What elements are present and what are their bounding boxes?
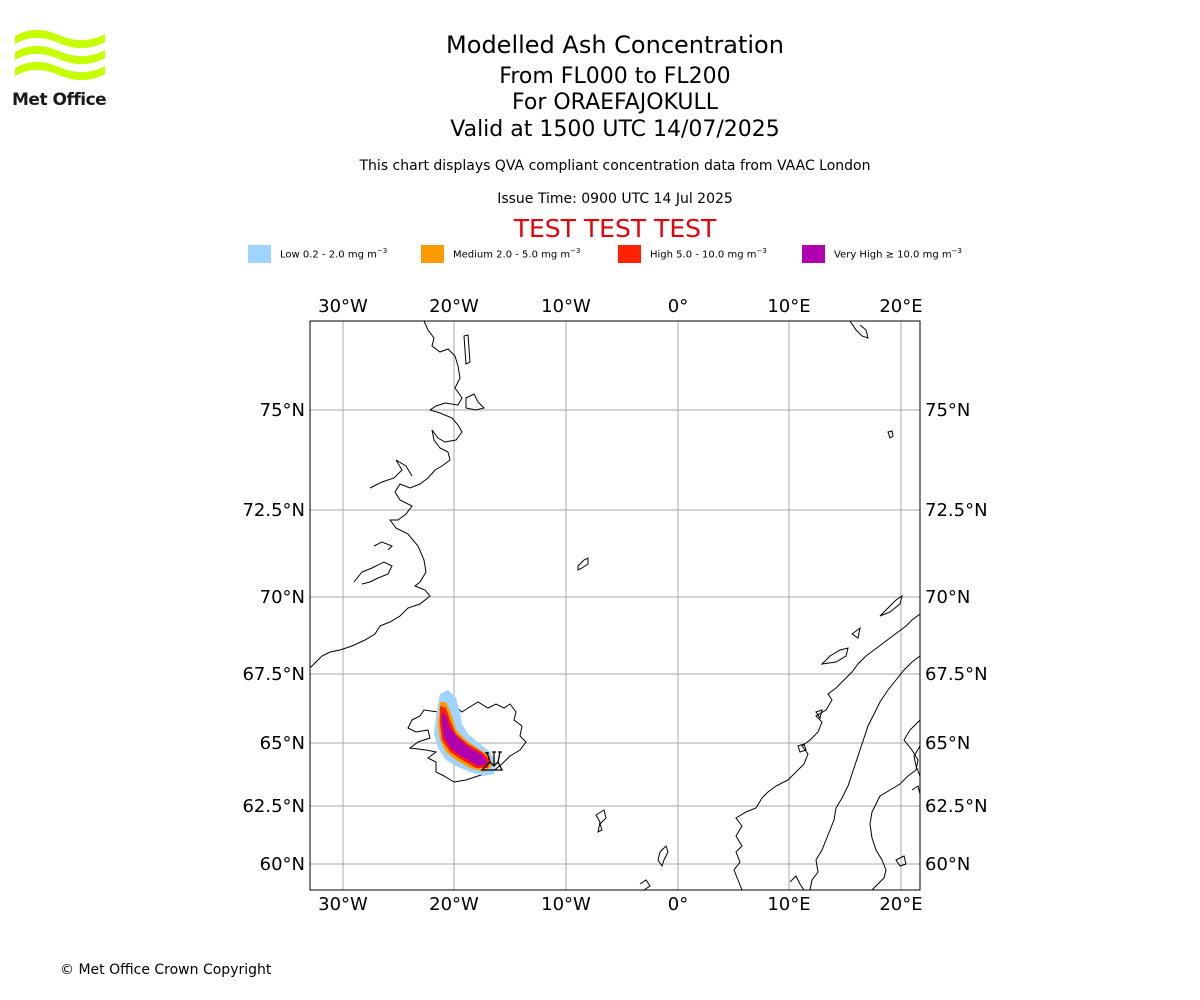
lat-label: 72.5°N <box>925 500 988 521</box>
volcano-icon <box>480 751 504 771</box>
lat-label: 60°N <box>260 854 305 875</box>
logo-text: Met Office <box>12 90 107 110</box>
lon-label: 10°E <box>767 894 810 915</box>
issue-time: Issue Time: 0900 UTC 14 Jul 2025 <box>497 191 733 207</box>
lat-label: 67.5°N <box>925 664 988 685</box>
concentration-legend: Low 0.2 - 2.0 mg m−3 Medium 2.0 - 5.0 mg… <box>0 244 1200 266</box>
norway-islands-b <box>851 626 861 639</box>
lat-label: 72.5°N <box>242 500 305 521</box>
lon-label: 30°W <box>318 296 368 317</box>
legend-item-low: Low 0.2 - 2.0 mg m−3 <box>248 244 387 264</box>
lat-label: 70°N <box>260 587 305 608</box>
logo-waves-icon <box>15 29 105 81</box>
test-banner: TEST TEST TEST <box>513 214 717 243</box>
flight-level-range: From FL000 to FL200 <box>499 64 731 89</box>
map-frame <box>309 320 921 891</box>
norway-coast <box>733 613 920 890</box>
lon-label: 20°W <box>429 296 479 317</box>
legend-swatch-low <box>248 245 271 263</box>
lon-label: 30°W <box>318 894 368 915</box>
lon-label: 0° <box>668 894 688 915</box>
greenland-island-b <box>465 393 485 411</box>
scotland-coast <box>789 875 805 890</box>
shetland <box>657 845 669 868</box>
plume-very-high <box>442 712 488 766</box>
greenland-coast <box>310 321 463 669</box>
legend-label-medium: Medium 2.0 - 5.0 mg m−3 <box>453 247 581 261</box>
chart-title: Modelled Ash Concentration <box>446 31 784 59</box>
lat-labels-right: 75°N 72.5°N 70°N 67.5°N 65°N 62.5°N 60°N <box>925 400 988 875</box>
norway-inner-coast <box>869 719 920 890</box>
legend-label-high: High 5.0 - 10.0 mg m−3 <box>650 247 767 261</box>
ash-plume <box>434 690 496 776</box>
greenland-fjord-b <box>353 561 393 585</box>
lon-label: 0° <box>668 296 688 317</box>
legend-item-very-high: Very High ≥ 10.0 mg m−3 <box>802 244 962 264</box>
faroe-islands <box>595 809 607 833</box>
lon-label: 10°W <box>541 894 591 915</box>
lat-label: 67.5°N <box>242 664 305 685</box>
norway-islands-d <box>797 743 807 753</box>
greenland-coast-tip <box>849 321 869 339</box>
copyright-notice: © Met Office Crown Copyright <box>60 962 272 978</box>
greenland-island-a <box>463 334 471 365</box>
legend-label-very-high: Very High ≥ 10.0 mg m−3 <box>834 247 962 261</box>
greenland-fjord-a <box>369 459 413 489</box>
lat-label: 65°N <box>260 733 305 754</box>
lat-label: 75°N <box>925 400 970 421</box>
volcano-name: For ORAEFAJOKULL <box>512 90 718 115</box>
valid-time: Valid at 1500 UTC 14/07/2025 <box>450 117 780 142</box>
coastlines <box>310 321 920 890</box>
met-office-logo: Met Office <box>12 28 112 114</box>
norway-islands-e <box>815 709 823 720</box>
bear-island <box>887 430 894 439</box>
sweden-coast <box>913 745 920 777</box>
norway-islands-c <box>879 594 903 617</box>
lon-labels-top: 30°W 20°W 10°W 0° 10°E 20°E <box>318 296 922 317</box>
jan-mayen <box>577 557 589 571</box>
lat-label: 70°N <box>925 587 970 608</box>
lon-label: 20°W <box>429 894 479 915</box>
legend-item-medium: Medium 2.0 - 5.0 mg m−3 <box>421 244 580 264</box>
lat-label: 75°N <box>260 400 305 421</box>
lon-labels-bottom: 30°W 20°W 10°W 0° 10°E 20°E <box>318 894 922 915</box>
legend-swatch-high <box>618 245 641 263</box>
legend-swatch-very-high <box>802 245 825 263</box>
legend-label-low: Low 0.2 - 2.0 mg m−3 <box>280 247 388 261</box>
baltic-coast <box>895 785 920 867</box>
lat-label: 65°N <box>925 733 970 754</box>
legend-item-high: High 5.0 - 10.0 mg m−3 <box>618 244 767 264</box>
map-content <box>310 321 920 890</box>
norway-fjords <box>809 655 920 890</box>
lat-label: 60°N <box>925 854 970 875</box>
map-gridlines <box>310 321 920 890</box>
lat-labels-left: 75°N 72.5°N 70°N 67.5°N 65°N 62.5°N 60°N <box>242 400 305 875</box>
norway-islands-a <box>820 647 849 665</box>
greenland-fjord-c <box>373 541 393 551</box>
orkney <box>639 879 651 890</box>
chart-description: This chart displays QVA compliant concen… <box>359 158 871 174</box>
lat-label: 62.5°N <box>925 796 988 817</box>
lon-label: 10°E <box>767 296 810 317</box>
lon-label: 20°E <box>879 894 922 915</box>
lat-label: 62.5°N <box>242 796 305 817</box>
lon-label: 20°E <box>879 296 922 317</box>
lon-label: 10°W <box>541 296 591 317</box>
legend-swatch-medium <box>421 245 444 263</box>
